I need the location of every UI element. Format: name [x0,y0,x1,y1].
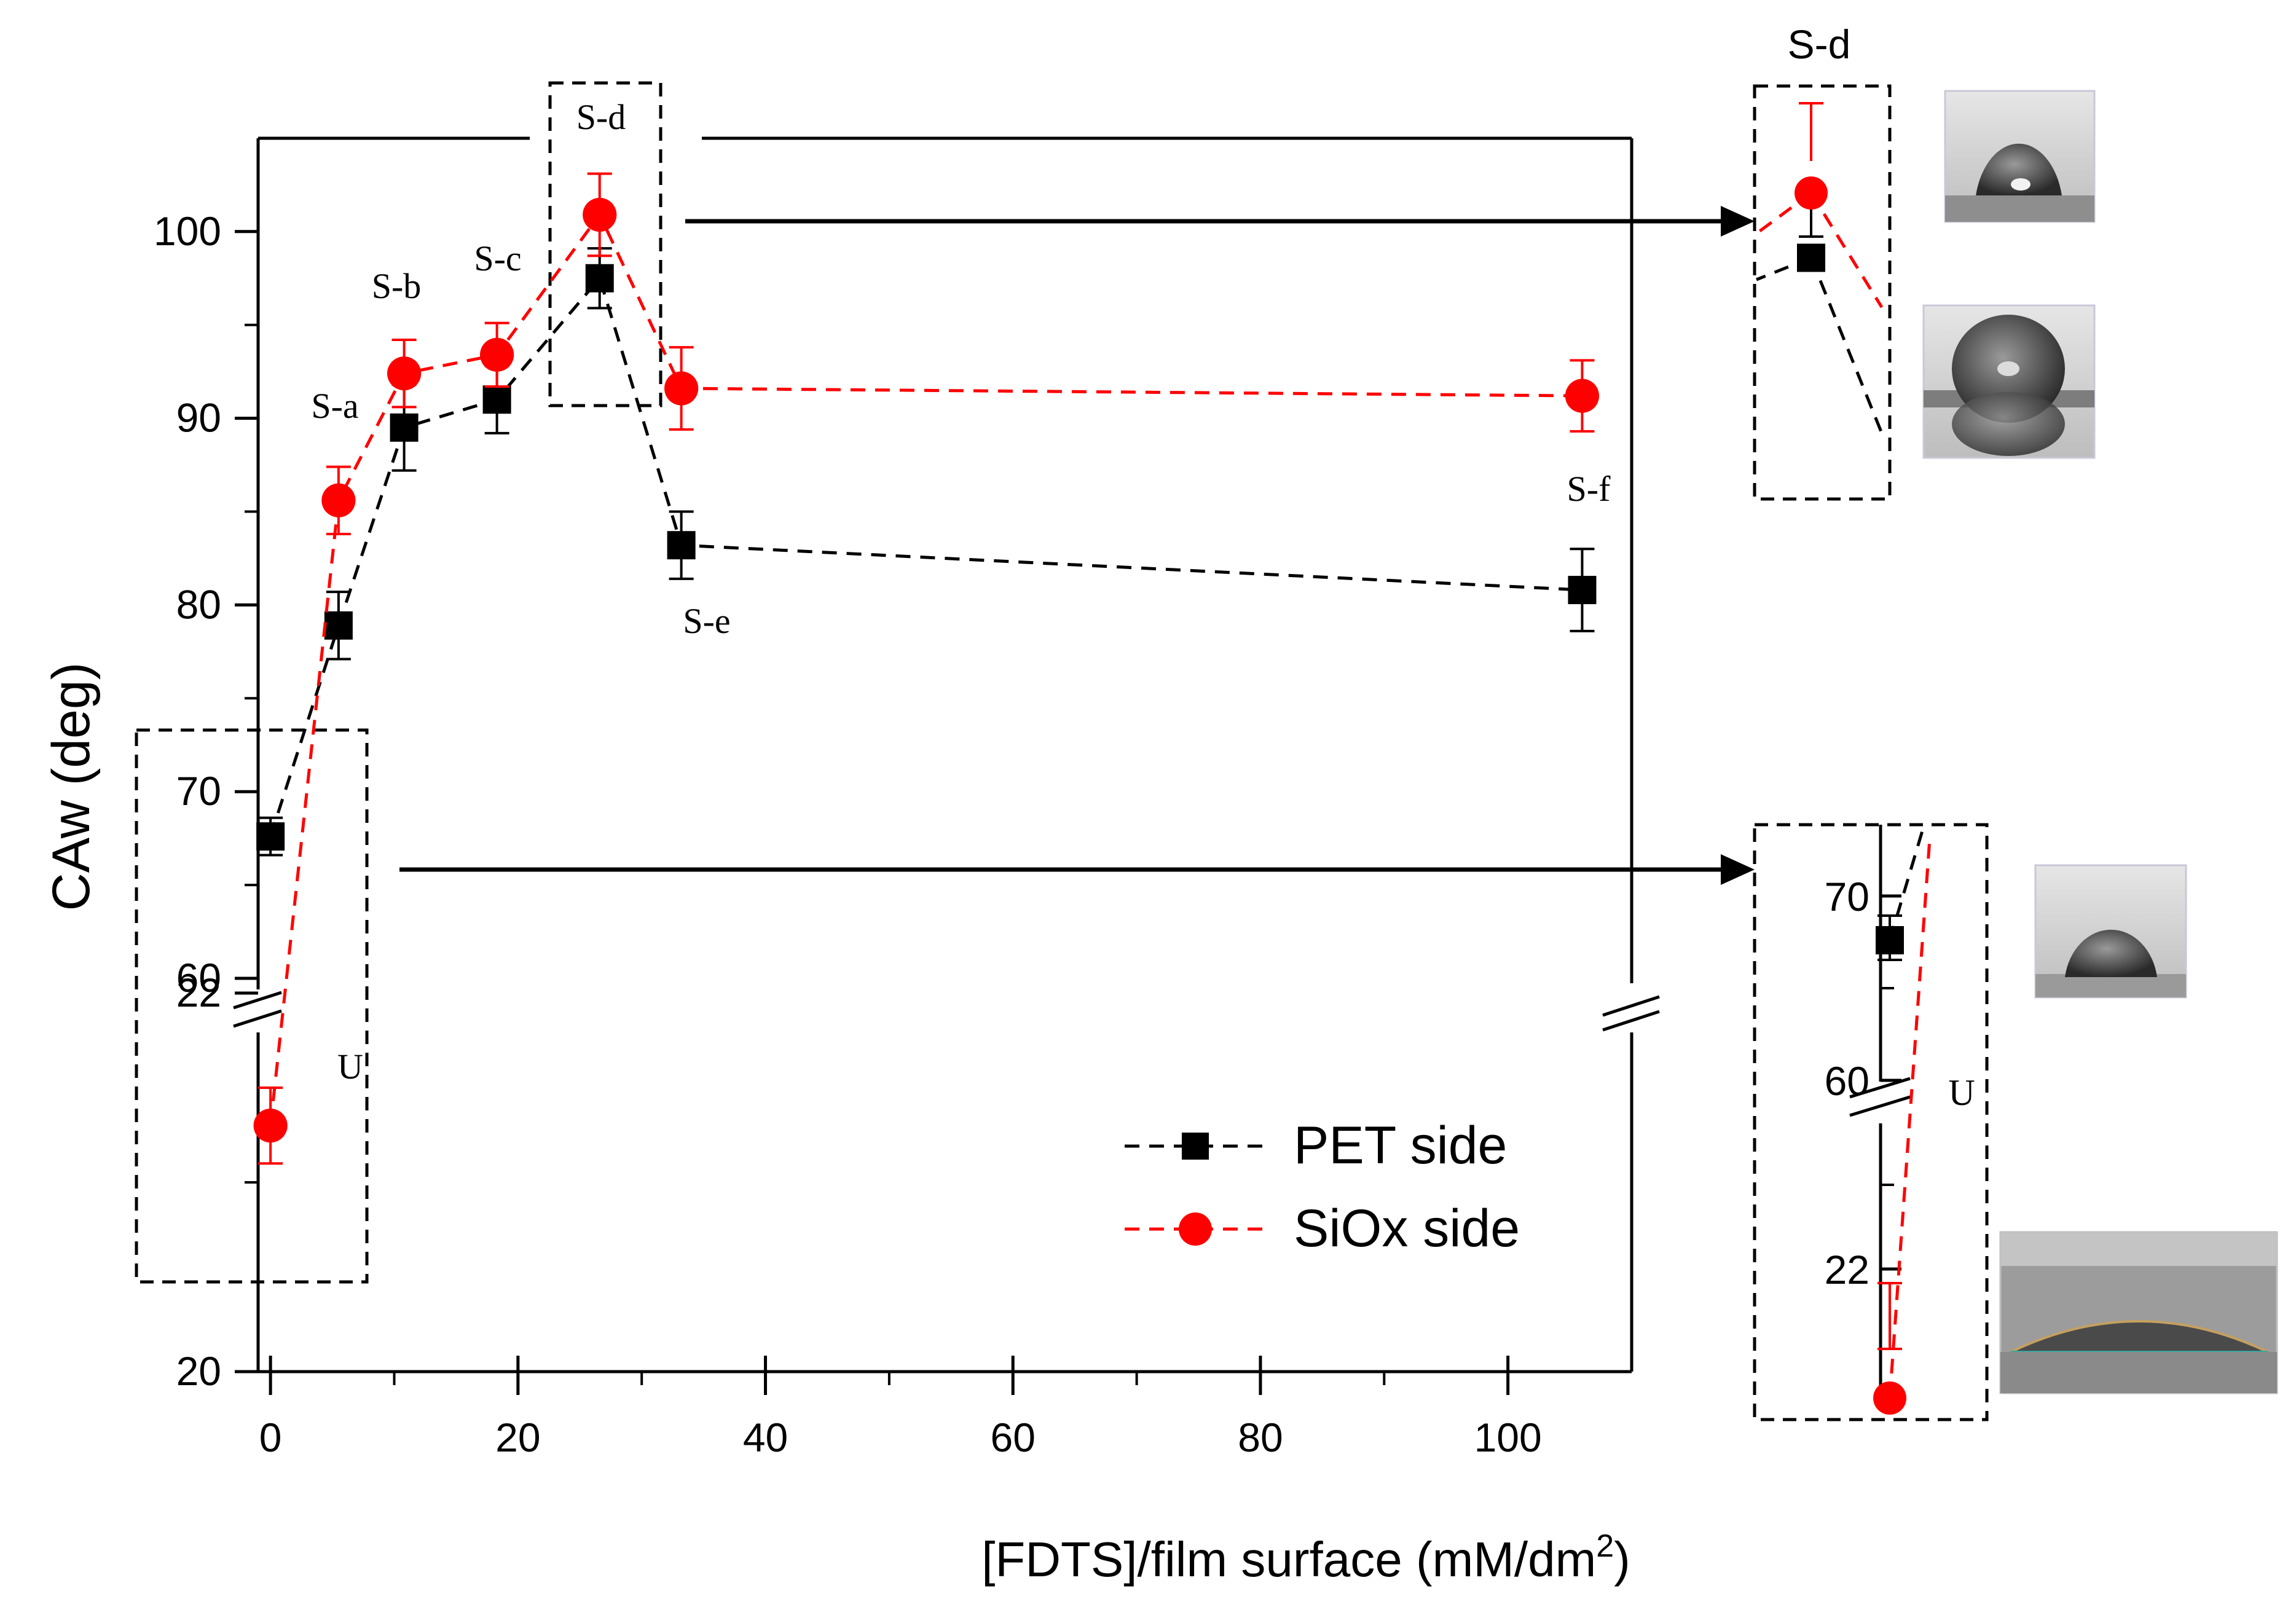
inset-top-title: S-d [1788,22,1851,67]
y-tick-label: 22 [176,970,221,1015]
pet-side-point [256,822,285,851]
siox-side-point [583,197,617,232]
pet-side-point [390,413,419,442]
photo-substrate [1945,195,2094,222]
droplet-photo [1922,304,2096,459]
pet-side-point [482,385,511,414]
siox-side-point [480,337,514,372]
inset-bottom-tick-label: 22 [1825,1247,1869,1292]
y-tick-label: 80 [176,581,221,627]
siox-side-point [387,356,422,391]
x-tick-label: 20 [495,1415,540,1460]
droplet-reflection [1952,392,2065,456]
annotation-s-c: S-c [474,238,521,278]
siox-side-point [321,483,356,517]
inset-bottom-pet-line [1888,830,1924,941]
arrow-head [1721,854,1755,885]
inset-bottom-box [1753,823,1989,1421]
legend-label-pet: PET side [1294,1116,1507,1175]
inset-top-siox-line [1809,192,1884,308]
highlight-box-sd [548,81,662,407]
droplet-shape [1976,143,2062,195]
inset-bottom-pet-point [1876,926,1904,954]
x-tick-label: 40 [743,1415,788,1460]
annotation-u: U [337,1047,363,1086]
legend-label-siox: SiOx side [1294,1199,1520,1258]
inset-bottom-siox-point [1873,1381,1906,1415]
flat-droplet-photo [1999,1231,2278,1394]
inset-bottom-tick-label: 70 [1825,874,1869,919]
photo-substrate [2035,974,2186,997]
annotation-s-f: S-f [1567,469,1611,509]
droplet-shape [2065,929,2157,977]
droplet-photo [1944,90,2096,223]
y-axis-label: CAw (deg) [42,662,101,911]
legend-marker-siox [1179,1212,1212,1246]
x-tick-label: 60 [991,1415,1036,1460]
pet-side-point [324,611,353,640]
legend-marker-pet [1182,1133,1209,1160]
siox-side-line [269,211,1582,1126]
siox-side-point [253,1109,288,1143]
x-axis-break-mark [1602,995,1660,1032]
photo-sky [2000,1232,2277,1266]
droplet-highlight [1997,361,2019,376]
inset-top-pet-line [1809,257,1884,434]
droplet-highlight [2011,178,2031,191]
inset-top-box [1753,84,1892,501]
y-tick-label: 90 [176,395,221,441]
siox-side-point [664,371,699,406]
x-tick-label: 0 [259,1415,282,1460]
inset-top-siox-point [1795,176,1828,210]
y-axis-break-mark [233,991,282,1028]
x-tick-label: 80 [1238,1415,1283,1460]
arrow-head [1721,206,1755,237]
y-tick-label: 60 [176,955,221,1000]
inset-bottom-title: U [1948,1072,1975,1113]
annotation-s-e: S-e [683,601,730,641]
annotation-s-d: S-d [576,97,626,137]
droplet-photo [2034,864,2187,999]
inset-bottom-tick-label: 60 [1825,1058,1869,1104]
pet-side-point [667,531,696,560]
pet-side-point [1568,576,1597,605]
annotation-s-a: S-a [311,386,358,426]
inset-bottom-siox-line [1888,838,1932,1399]
flat-droplet-shape [2010,1320,2268,1353]
x-tick-label: 100 [1474,1415,1542,1460]
inset-top-pet-point [1797,243,1825,272]
y-tick-label: 20 [176,1348,221,1394]
pet-side-point [585,264,614,293]
y-tick-label: 70 [176,768,221,814]
siox-side-point [1565,379,1600,413]
annotation-s-b: S-b [372,266,422,306]
y-tick-label: 100 [154,208,221,254]
x-axis-label: [FDTS]/film surface (mM/dm2) [981,1528,1630,1587]
photo-substrate [2000,1352,2277,1393]
highlight-box-u [135,728,369,1284]
